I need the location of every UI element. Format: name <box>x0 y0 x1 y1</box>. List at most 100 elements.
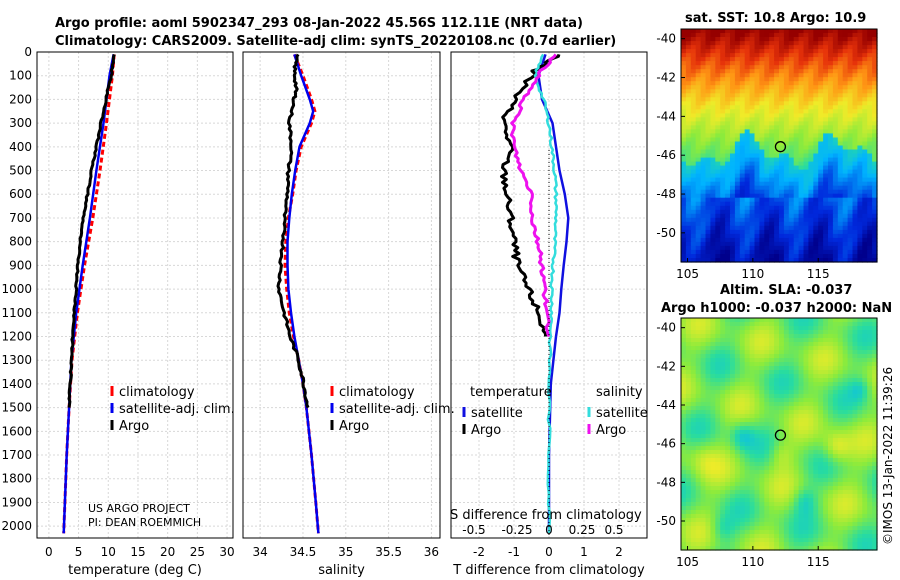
map-cell <box>857 53 863 58</box>
map-cell <box>774 402 780 407</box>
map-cell <box>749 181 756 187</box>
map-cell <box>720 434 726 439</box>
map-cell <box>774 454 780 459</box>
map-cell <box>754 478 760 483</box>
map-cell <box>847 258 854 263</box>
map-cell <box>823 125 829 130</box>
map-cell <box>847 394 854 399</box>
map-cell <box>700 193 707 199</box>
map-cell <box>681 217 687 223</box>
map-cell <box>828 125 834 130</box>
map-cell <box>725 49 731 54</box>
map-cell <box>872 322 878 327</box>
map-cell <box>788 394 795 399</box>
map-cell <box>788 157 795 163</box>
map-cell <box>832 213 839 219</box>
map-cell <box>837 346 844 351</box>
map-cell <box>705 466 711 471</box>
map-cell <box>769 438 775 443</box>
map-cell <box>769 378 775 383</box>
map-cell <box>749 390 756 395</box>
map-cell <box>847 29 854 34</box>
map-cell <box>783 414 790 419</box>
map-cell <box>823 93 829 98</box>
map-cell <box>837 213 844 219</box>
map-cell <box>720 249 726 255</box>
map-cell <box>685 374 692 379</box>
map-cell <box>852 430 858 435</box>
map-cell <box>852 490 858 495</box>
map-cell <box>759 137 765 143</box>
map-cell <box>823 245 829 251</box>
map-cell <box>842 418 849 423</box>
map-cell <box>700 169 707 175</box>
map-cell <box>842 109 849 114</box>
map-cell <box>788 546 795 551</box>
map-cell <box>837 442 844 447</box>
map-cell <box>734 330 741 335</box>
map-cell <box>832 161 839 167</box>
map-cell <box>788 522 795 527</box>
map-cell <box>754 85 760 90</box>
map-cell <box>862 89 868 94</box>
map-cell <box>837 366 844 371</box>
map-cell <box>710 149 716 155</box>
map-cell <box>847 141 854 147</box>
map-cell <box>818 330 824 335</box>
map-cell <box>793 61 800 66</box>
map-cell <box>769 145 775 151</box>
map-cell <box>705 101 711 106</box>
map-cell <box>813 390 819 395</box>
map-cell <box>832 470 839 475</box>
map-cell <box>862 514 868 519</box>
map-cell <box>783 530 790 535</box>
map-cell <box>749 470 756 475</box>
map-cell <box>832 486 839 491</box>
map-cell <box>823 258 829 263</box>
map-cell <box>828 181 834 187</box>
map-cell <box>867 354 873 359</box>
map-cell <box>720 474 726 479</box>
map-cell <box>720 494 726 499</box>
map-cell <box>700 370 707 375</box>
map-cell <box>730 49 736 54</box>
map-cell <box>764 394 770 399</box>
map-cell <box>681 490 687 495</box>
map-cell <box>764 117 770 122</box>
map-cell <box>828 386 834 391</box>
map-cell <box>808 494 814 499</box>
map-cell <box>852 185 858 191</box>
map-cell <box>828 470 834 475</box>
map-cell <box>867 382 873 387</box>
map-cell <box>842 37 849 42</box>
map-cell <box>867 173 873 179</box>
map-cell <box>764 85 770 90</box>
map-cell <box>739 450 746 455</box>
map-cell <box>818 538 824 543</box>
map-cell <box>813 229 819 235</box>
map-cell <box>744 410 751 415</box>
map-cell <box>857 161 863 167</box>
map-cell <box>847 217 854 223</box>
map-cell <box>818 546 824 551</box>
map-cell <box>774 53 780 58</box>
map-cell <box>764 442 770 447</box>
map-cell <box>818 125 824 130</box>
map-cell <box>788 518 795 523</box>
map-cell <box>695 458 702 463</box>
map-cell <box>685 129 692 134</box>
map-cell <box>798 241 805 247</box>
map-cell <box>813 33 819 38</box>
map-cell <box>842 538 849 543</box>
map-cell <box>828 510 834 515</box>
map-cell <box>725 254 731 259</box>
map-cell <box>832 169 839 175</box>
map-cell <box>685 446 692 451</box>
map-cell <box>823 430 829 435</box>
map-cell <box>681 213 687 219</box>
map-cell <box>857 217 863 223</box>
map-cell <box>813 546 819 551</box>
map-cell <box>681 169 687 175</box>
map-cell <box>744 382 751 387</box>
map-cell <box>734 342 741 347</box>
